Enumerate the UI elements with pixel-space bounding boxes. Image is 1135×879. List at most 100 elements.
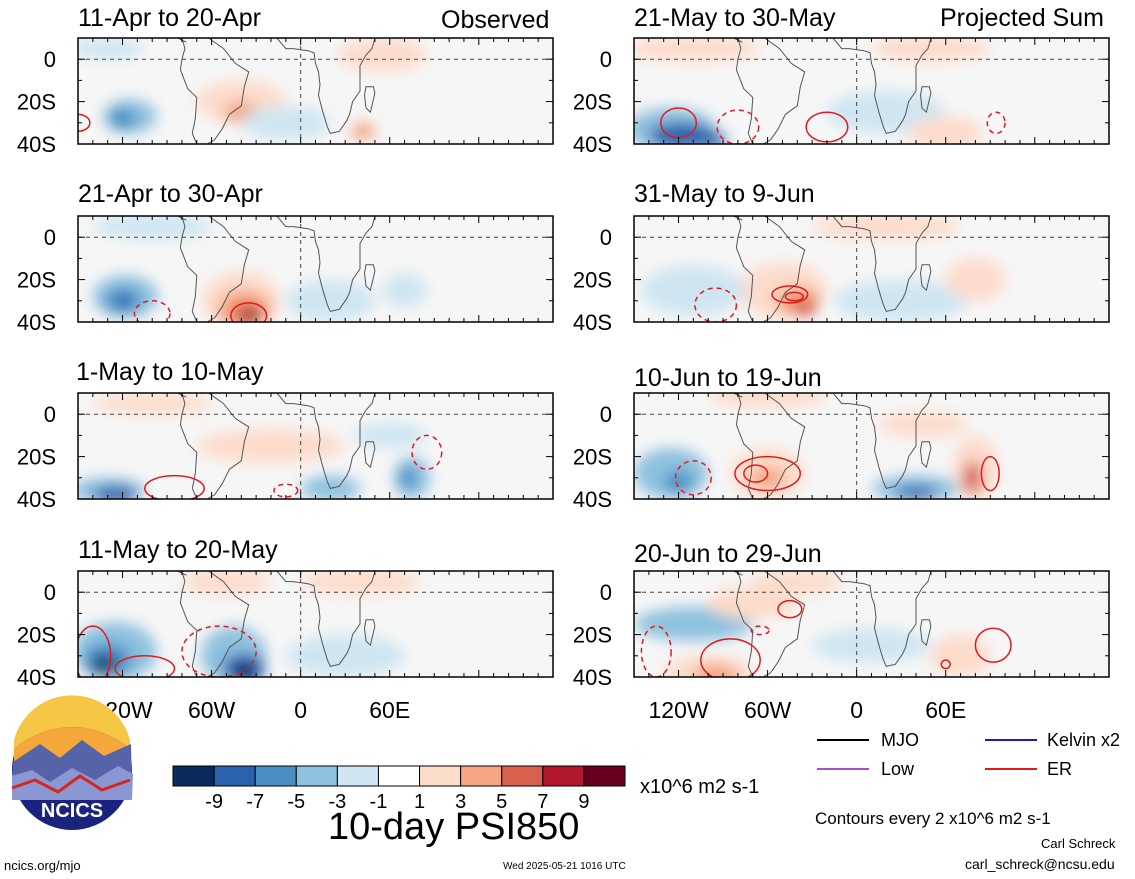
lat-label: 20S: [573, 90, 612, 115]
colorbar-label: -3: [328, 791, 346, 813]
colorbar-unit: x10^6 m2 s-1: [640, 776, 760, 798]
field-shade: [663, 471, 694, 493]
er-contour: [940, 659, 951, 670]
field-shade: [708, 585, 798, 620]
lat-label: 40S: [17, 487, 56, 512]
colorbar-label: -9: [205, 791, 223, 813]
field-shade: [826, 91, 946, 134]
legend-label-er: ER: [1047, 759, 1073, 779]
coastline: [735, 571, 806, 677]
lat-label: 40S: [573, 310, 612, 335]
lat-label: 40S: [17, 665, 56, 690]
er-contour: [273, 483, 299, 498]
coastline: [176, 571, 187, 576]
projected-label: Projected Sum: [940, 4, 1104, 32]
lat-label: 20S: [17, 90, 56, 115]
field-shade: [352, 422, 427, 449]
lon-label: 60E: [369, 697, 410, 723]
colorbar-swatch: [542, 765, 585, 787]
coastline: [919, 86, 932, 114]
lat-label: 20S: [573, 445, 612, 470]
lat-label: 20S: [573, 268, 612, 293]
field-shade: [812, 216, 961, 240]
field-shade: [337, 38, 427, 72]
timestamp: Wed 2025-05-21 1016 UTC: [503, 861, 626, 872]
field-shade: [878, 412, 968, 438]
coastline: [176, 216, 187, 221]
colorbar-swatch: [501, 765, 544, 787]
field-shade: [109, 107, 136, 130]
er-contour: [411, 434, 443, 471]
er-contour: [674, 460, 712, 496]
er-contour: [78, 113, 91, 133]
website: ncics.org/mjo: [4, 858, 81, 873]
er-contour: [230, 302, 268, 322]
lat-label: 0: [600, 47, 612, 72]
field-shade: [871, 38, 991, 62]
lon-label: 60W: [188, 697, 236, 723]
er-contour: [986, 111, 1006, 135]
lat-label: 40S: [17, 310, 56, 335]
author-email: carl_schreck@ncsu.edu: [965, 856, 1115, 872]
panel-right-3: 0 20S 40S: [573, 392, 1110, 512]
colorbar: -9 -7 -5 -3 -1 1 3 5 7 9: [172, 765, 626, 813]
colorbar-swatch: [172, 765, 215, 787]
field-shade: [690, 131, 727, 144]
lat-label: 20S: [17, 623, 56, 648]
field-shade: [749, 467, 786, 489]
field-shade: [91, 655, 116, 673]
field-shade: [930, 634, 991, 677]
er-contour: [144, 474, 205, 499]
lat-label: 0: [44, 402, 56, 427]
legend-label-mjo: MJO: [881, 730, 919, 750]
er-contour: [78, 625, 112, 677]
coastline: [276, 571, 376, 667]
lon-label: 60W: [744, 697, 792, 723]
lon-label: 60E: [925, 697, 966, 723]
panel-title-left-4: 11-May to 20-May: [78, 536, 278, 564]
lat-label: 20S: [17, 445, 56, 470]
field-shade: [92, 486, 138, 499]
coastline: [179, 38, 250, 144]
field-shade: [285, 279, 375, 322]
field-shade: [812, 628, 931, 663]
coastline: [832, 393, 932, 489]
panel-right-1: 0 20S 40S: [573, 37, 1110, 157]
er-contour: [980, 455, 1000, 492]
panel-left-1: 0 20S 40S: [17, 37, 554, 157]
lon-label: 120W: [648, 697, 708, 723]
er-contour: [784, 291, 804, 302]
coastline: [276, 216, 376, 312]
legend-label-low: Low: [881, 759, 915, 779]
colorbar-label: 9: [578, 791, 589, 813]
panel-left-3: 0 20S 40S: [17, 392, 554, 512]
coastline: [363, 86, 376, 114]
panel-left-2: 0 20S 40S: [17, 215, 554, 335]
panel-left-4: 0 20S 40S: [17, 570, 554, 690]
panel-right-2: 0 20S 40S: [573, 215, 1110, 335]
colorbar-swatch: [419, 765, 462, 787]
coastline: [832, 216, 932, 312]
lon-label: 0: [850, 697, 863, 723]
er-contour: [694, 287, 738, 322]
lat-label: 0: [600, 580, 612, 605]
field-shade: [908, 116, 983, 144]
panel-title-right-4: 20-Jun to 29-Jun: [634, 540, 822, 568]
colorbar-label: -1: [370, 791, 388, 813]
coastline: [735, 393, 806, 499]
panel-title-right-3: 10-Jun to 19-Jun: [634, 364, 822, 392]
lon-label: 0: [294, 697, 307, 723]
er-contour: [734, 455, 801, 492]
field-shade: [382, 273, 427, 308]
contours-note: Contours every 2 x10^6 m2 s-1: [815, 809, 1051, 828]
field-shade: [634, 607, 753, 641]
field-shade: [963, 460, 982, 495]
field-shade: [893, 486, 939, 499]
panel-right-4: 0 20S 40S: [573, 570, 1110, 690]
coastline: [179, 216, 250, 322]
field-shade: [641, 264, 746, 316]
field-shade: [351, 122, 375, 140]
er-contour: [114, 655, 176, 677]
coastline: [363, 441, 376, 469]
coastline: [919, 619, 932, 647]
